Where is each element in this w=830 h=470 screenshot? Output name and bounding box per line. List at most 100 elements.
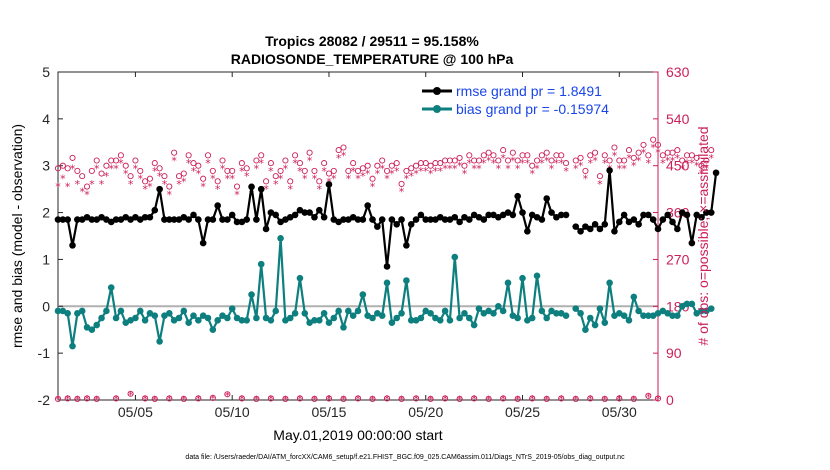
obs-possible-marker-bottom — [282, 395, 289, 403]
rmse-marker — [369, 216, 376, 223]
rmse-marker — [441, 216, 449, 223]
rmse-marker — [514, 192, 521, 200]
rmse-marker — [398, 216, 405, 223]
obs-possible-marker — [640, 141, 647, 148]
obs-assimilated-marker: * — [75, 178, 81, 191]
obs-assimilated-marker: * — [341, 149, 347, 162]
obs-possible-marker — [563, 160, 570, 167]
obs-assimilated-marker-bottom: * — [75, 393, 81, 406]
obs-assimilated-marker: * — [94, 162, 100, 175]
obs-possible-marker-bottom — [616, 395, 623, 402]
rmse-marker — [165, 216, 173, 223]
rmse-marker — [412, 216, 420, 223]
bias-marker — [596, 305, 604, 312]
obs-possible-marker — [287, 178, 294, 185]
legend: rmse grand pr = 1.8491 bias grand pr = -… — [420, 80, 652, 118]
bias-marker — [441, 307, 449, 315]
obs-possible-marker-bottom — [64, 395, 71, 402]
obs-assimilated-marker: * — [675, 152, 681, 165]
obs-assimilated-marker: * — [355, 173, 361, 186]
left-y-tick-label: 1 — [42, 251, 50, 267]
obs-assimilated-marker: * — [496, 162, 502, 175]
obs-possible-marker-bottom — [166, 395, 173, 402]
obs-assimilated-marker-bottom: * — [268, 393, 274, 406]
obs-possible-marker-bottom — [209, 394, 216, 401]
obs-assimilated-marker: * — [602, 157, 608, 170]
obs-possible-marker — [258, 152, 265, 159]
obs-assimilated-marker: * — [200, 181, 206, 194]
obs-possible-marker — [572, 157, 579, 164]
obs-assimilated-marker-bottom: * — [128, 389, 134, 402]
obs-assimilated-marker: * — [413, 168, 419, 181]
obs-possible-marker — [543, 149, 550, 156]
obs-assimilated-marker: * — [558, 157, 564, 170]
rmse-marker — [146, 213, 154, 221]
obs-assimilated-marker: * — [573, 162, 579, 175]
rmse-marker — [649, 216, 657, 223]
obs-possible-marker — [267, 160, 274, 167]
obs-possible-marker — [650, 136, 657, 143]
rmse-marker — [306, 209, 313, 216]
bias-marker — [311, 317, 318, 324]
bias-marker — [224, 314, 231, 322]
obs-possible-marker — [577, 154, 584, 161]
obs-assimilated-marker-bottom: * — [167, 393, 173, 406]
rmse-marker — [645, 211, 652, 219]
obs-possible-marker-bottom — [514, 395, 521, 403]
obs-assimilated-marker-bottom: * — [500, 393, 506, 406]
obs-possible-marker-bottom — [558, 395, 565, 402]
bias-marker — [688, 300, 696, 308]
rmse-marker — [519, 209, 526, 216]
obs-possible-marker — [601, 152, 608, 159]
x-axis-label: May.01,2019 00:00:00 start — [273, 427, 443, 443]
obs-possible-marker — [524, 152, 531, 159]
legend-bias-label: bias grand pr = -0.15974 — [456, 101, 609, 117]
obs-possible-marker-bottom — [630, 395, 637, 403]
obs-possible-marker — [398, 180, 405, 187]
rmse-marker — [161, 216, 168, 223]
obs-assimilated-marker: * — [679, 162, 685, 175]
bias-marker — [277, 235, 284, 242]
rmse-marker — [64, 216, 71, 223]
obs-assimilated-marker: * — [234, 188, 240, 201]
bias-marker — [543, 314, 551, 322]
obs-possible-marker — [500, 147, 507, 154]
rmse-marker — [606, 167, 613, 174]
obs-assimilated-marker-bottom: * — [113, 393, 119, 406]
obs-possible-marker — [538, 152, 545, 159]
bias-marker — [286, 314, 294, 322]
obs-possible-marker — [480, 152, 487, 159]
obs-assimilated-marker: * — [133, 162, 139, 175]
obs-assimilated-marker: * — [336, 152, 342, 165]
obs-possible-marker-bottom — [54, 395, 62, 403]
rmse-marker — [156, 185, 163, 193]
right-y-tick-label: 270 — [666, 251, 690, 267]
obs-assimilated-marker: * — [186, 157, 192, 170]
obs-possible-marker — [306, 149, 313, 156]
bias-marker — [354, 307, 362, 315]
obs-possible-marker-bottom — [471, 395, 478, 402]
rmse-marker — [185, 216, 192, 223]
obs-assimilated-marker: * — [476, 162, 482, 175]
obs-assimilated-marker: * — [491, 157, 497, 170]
rmse-marker — [141, 213, 149, 221]
rmse-marker — [59, 216, 67, 223]
obs-assimilated-marker: * — [317, 183, 323, 196]
obs-assimilated-marker: * — [481, 157, 487, 170]
bias-marker — [606, 279, 613, 287]
obs-assimilated-marker: * — [384, 173, 390, 186]
obs-assimilated-marker-bottom: * — [239, 393, 245, 406]
obs-assimilated-marker: * — [171, 155, 177, 168]
obs-assimilated-marker: * — [699, 168, 705, 181]
obs-possible-marker-bottom — [74, 395, 81, 403]
bias-marker — [572, 305, 580, 312]
obs-assimilated-marker: * — [452, 162, 458, 175]
obs-assimilated-marker: * — [408, 170, 414, 183]
bias-marker — [103, 307, 110, 315]
obs-assimilated-marker: * — [704, 162, 710, 175]
obs-assimilated-marker: * — [152, 165, 158, 178]
obs-possible-marker-bottom — [113, 395, 120, 402]
obs-assimilated-marker-bottom: * — [384, 393, 390, 406]
obs-assimilated-marker: * — [283, 162, 289, 175]
bias-marker — [669, 312, 676, 319]
